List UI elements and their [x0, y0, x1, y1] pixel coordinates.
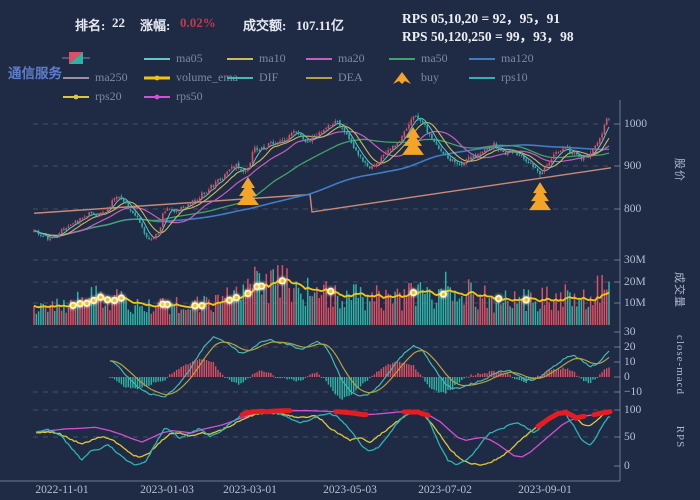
panel-title-股价: 股价 — [673, 158, 685, 182]
ma10-swatch — [227, 57, 253, 60]
volume-axis-tick: 10M — [624, 297, 646, 309]
legend-label: ma250 — [95, 70, 128, 84]
date-axis-label: 2023-05-03 — [323, 484, 377, 496]
turnover-label: 成交额: — [243, 18, 287, 33]
volume_ema-swatch — [144, 75, 170, 80]
rank-label: 排名: — [75, 18, 106, 33]
panel-title-RPS: RPS — [674, 425, 686, 449]
macd-axis-tick: 20 — [624, 341, 636, 353]
turnover-value: 107.11亿 — [296, 18, 345, 33]
ma50-swatch — [389, 57, 415, 60]
ma20-swatch — [306, 57, 332, 60]
rps50-swatch — [144, 94, 170, 99]
legend-label: ma20 — [338, 51, 365, 65]
legend-label: rps20 — [95, 89, 122, 103]
sector-title: 通信服务 — [8, 66, 62, 81]
legend-item-ma50[interactable]: ma50 — [388, 51, 448, 66]
legend-label: buy — [421, 70, 439, 84]
date-axis-label: 2023-09-01 — [518, 484, 572, 496]
DIF-swatch — [227, 76, 253, 79]
legend-item-rps20[interactable]: rps20 — [62, 89, 122, 104]
price-axis-tick: 900 — [624, 160, 642, 172]
macd-axis-tick: 30 — [624, 326, 636, 338]
rps-axis-tick: 100 — [624, 404, 642, 416]
legend-label: ma05 — [176, 51, 203, 65]
rps-summary-line2: RPS 50,120,250 = 99，93，98 — [402, 29, 574, 44]
rps10-swatch — [469, 76, 495, 79]
legend-item-ma120[interactable]: ma120 — [468, 51, 534, 66]
legend-item-DEA[interactable]: DEA — [305, 70, 363, 85]
DEA-swatch — [306, 76, 332, 79]
macd-axis-tick: 0 — [624, 371, 630, 383]
date-axis-label: 2023-07-02 — [418, 484, 472, 496]
date-axis-label: 2023-03-01 — [223, 484, 277, 496]
candlestick-icon — [62, 52, 90, 64]
price-axis-tick: 1000 — [624, 118, 647, 130]
panel-title-close-macd: close-macd — [674, 334, 686, 396]
buy-triangle-icon — [393, 71, 411, 84]
legend-label: rps50 — [176, 89, 203, 103]
legend-item-DIF[interactable]: DIF — [226, 70, 278, 85]
legend-item-ma250[interactable]: ma250 — [62, 70, 128, 85]
change-label: 涨幅: — [140, 18, 171, 33]
legend-item-ma20[interactable]: ma20 — [305, 51, 365, 66]
legend-label: ma120 — [501, 51, 534, 65]
legend-item-candle[interactable] — [62, 51, 90, 65]
legend-item-volume_ema[interactable]: volume_ema — [143, 70, 238, 85]
volume-axis-tick: 30M — [624, 254, 646, 266]
legend-label: DEA — [338, 70, 363, 84]
panel-title-成交量: 成交量 — [673, 272, 685, 308]
rps-summary-line1: RPS 05,10,20 = 92，95，91 — [402, 11, 561, 26]
legend-label: volume_ema — [176, 70, 238, 84]
legend-label: rps10 — [501, 70, 528, 84]
macd-axis-tick: 10 — [624, 356, 636, 368]
price-axis-tick: 800 — [624, 203, 642, 215]
rps-axis-tick: 0 — [624, 460, 630, 472]
date-axis-label: 2022-11-01 — [35, 484, 89, 496]
change-value: 0.02% — [180, 15, 216, 30]
legend-item-ma05[interactable]: ma05 — [143, 51, 203, 66]
volume-axis-tick: 20M — [624, 276, 646, 288]
rank-value: 22 — [112, 15, 125, 30]
ma250-swatch — [63, 76, 89, 79]
rps-axis-tick: 50 — [624, 431, 636, 443]
legend-label: ma10 — [259, 51, 286, 65]
legend-label: DIF — [259, 70, 279, 84]
macd-axis-tick: −10 — [624, 386, 642, 398]
ma05-swatch — [144, 57, 170, 60]
legend-item-rps10[interactable]: rps10 — [468, 70, 528, 85]
legend-item-rps50[interactable]: rps50 — [143, 89, 203, 104]
date-axis-label: 2023-01-03 — [140, 484, 194, 496]
legend-item-ma10[interactable]: ma10 — [226, 51, 286, 66]
rps20-swatch — [63, 94, 89, 99]
legend-item-buy[interactable]: buy — [388, 70, 439, 85]
ma120-swatch — [469, 57, 495, 60]
legend-label: ma50 — [421, 51, 448, 65]
